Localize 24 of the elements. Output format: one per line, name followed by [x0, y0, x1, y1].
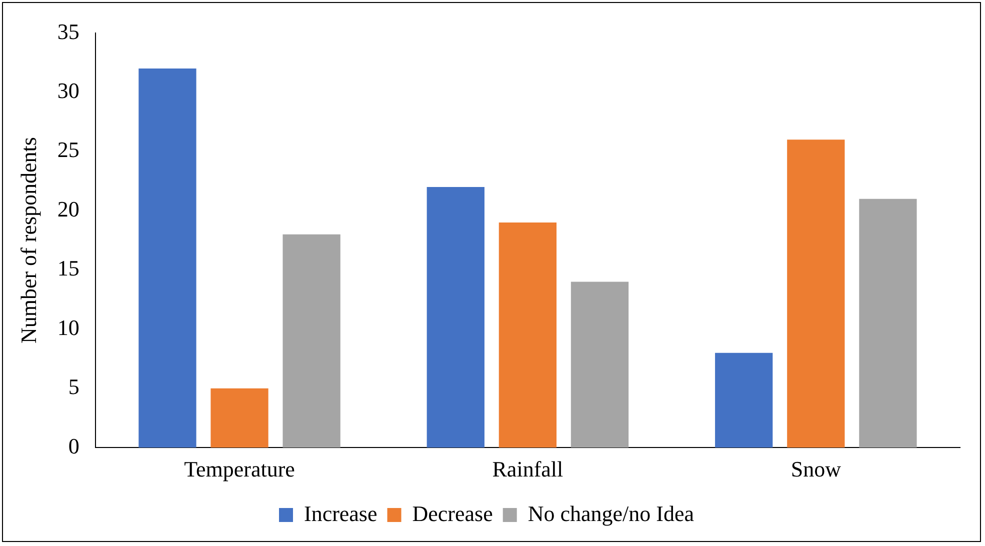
bar [498, 222, 557, 448]
bar [570, 282, 629, 448]
y-tick-label: 30 [57, 78, 80, 104]
x-tick-label: Rainfall [492, 456, 564, 482]
bar [715, 352, 773, 448]
bar [787, 140, 845, 448]
y-tick-label: 5 [68, 374, 80, 400]
legend-label: Increase [304, 500, 378, 526]
bar [282, 234, 340, 448]
y-tick-label: 25 [57, 137, 80, 162]
legend-label: No change/no Idea [528, 500, 694, 526]
x-tick-label: Temperature [184, 456, 295, 482]
y-axis-title: Number of respondents [16, 137, 41, 344]
y-tick-label: 20 [57, 196, 80, 222]
x-tick-label: Snow [790, 456, 842, 482]
bar [859, 198, 917, 448]
bar [210, 388, 268, 448]
legend-label: Decrease [412, 500, 493, 526]
bar [138, 68, 196, 448]
y-tick-label: 15 [57, 256, 80, 281]
y-tick-label: 10 [57, 314, 80, 340]
bar [426, 186, 484, 448]
y-tick-label: 35 [57, 18, 80, 44]
y-tick-label: 0 [68, 433, 80, 458]
